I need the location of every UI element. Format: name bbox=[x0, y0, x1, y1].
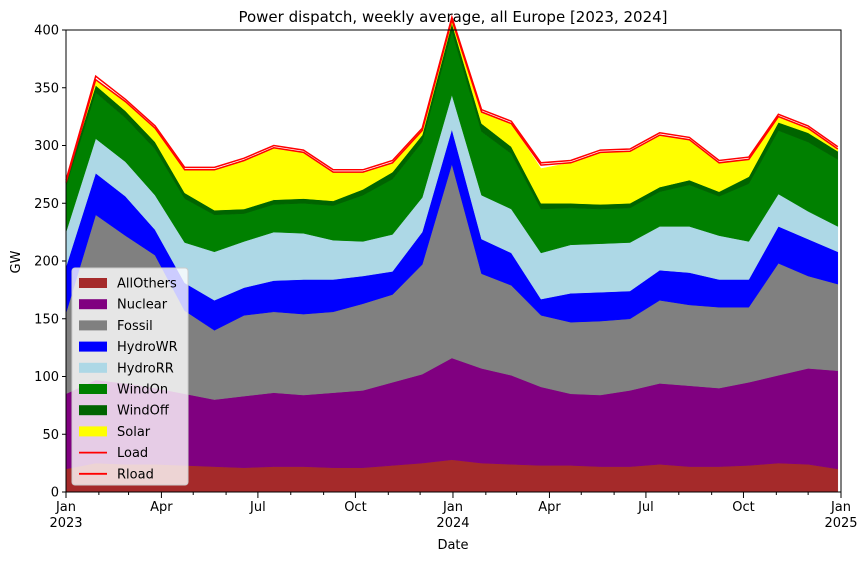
line-rload bbox=[65, 14, 839, 181]
y-tick-label: 400 bbox=[34, 24, 59, 39]
legend-label-rload: Rload bbox=[117, 467, 154, 482]
y-tick-label: 200 bbox=[34, 255, 59, 270]
legend: AllOthers Nuclear Fossil HydroWR HydroRR Wind… bbox=[71, 267, 189, 486]
x-tick-label: Jul bbox=[637, 500, 654, 515]
y-tick-label: 250 bbox=[34, 197, 59, 212]
legend-swatch-windon bbox=[79, 384, 107, 394]
legend-label-allothers: AllOthers bbox=[117, 277, 177, 292]
x-tick-label: Jan bbox=[55, 500, 76, 515]
legend-swatch-hydrorr bbox=[79, 362, 107, 373]
y-tick-label: 100 bbox=[34, 370, 59, 385]
y-tick-label: 350 bbox=[34, 81, 59, 96]
legend-label-hydrorr: HydroRR bbox=[117, 361, 174, 376]
chart-title: Power dispatch, weekly average, all Euro… bbox=[238, 8, 667, 26]
y-axis-label: GW bbox=[9, 250, 24, 273]
legend-label-windoff: WindOff bbox=[117, 404, 170, 419]
legend-swatch-hydrowr bbox=[79, 341, 107, 352]
legend-swatch-solar bbox=[79, 426, 107, 437]
y-tick-label: 0 bbox=[51, 486, 59, 501]
legend-swatch-nuclear bbox=[79, 299, 107, 310]
x-tick-label: Apr bbox=[538, 500, 561, 515]
x-tick-label: Oct bbox=[732, 500, 754, 515]
x-tick-label: Apr bbox=[150, 500, 173, 515]
y-tick-label: 50 bbox=[42, 428, 59, 443]
x-tick-year-label: 2023 bbox=[49, 516, 82, 531]
legend-label-solar: Solar bbox=[117, 425, 151, 440]
legend-swatch-windoff bbox=[79, 405, 107, 416]
x-tick-label: Jan bbox=[830, 500, 851, 515]
x-tick-year-label: 2025 bbox=[824, 516, 857, 531]
legend-label-load: Load bbox=[117, 446, 148, 461]
x-tick-label: Jan bbox=[442, 500, 463, 515]
x-axis-label: Date bbox=[437, 538, 468, 553]
x-tick-label: Jul bbox=[249, 500, 266, 515]
x-tick-label: Oct bbox=[344, 500, 366, 515]
legend-label-fossil: Fossil bbox=[117, 319, 153, 334]
legend-label-hydrowr: HydroWR bbox=[117, 340, 178, 355]
x-tick-year-label: 2024 bbox=[436, 516, 469, 531]
legend-label-nuclear: Nuclear bbox=[117, 298, 168, 313]
y-tick-label: 150 bbox=[34, 312, 59, 327]
legend-swatch-fossil bbox=[79, 320, 107, 331]
y-tick-label: 300 bbox=[34, 139, 59, 154]
plot-area bbox=[65, 14, 839, 493]
legend-swatch-allothers bbox=[79, 278, 107, 288]
legend-label-windon: WindOn bbox=[117, 383, 168, 398]
